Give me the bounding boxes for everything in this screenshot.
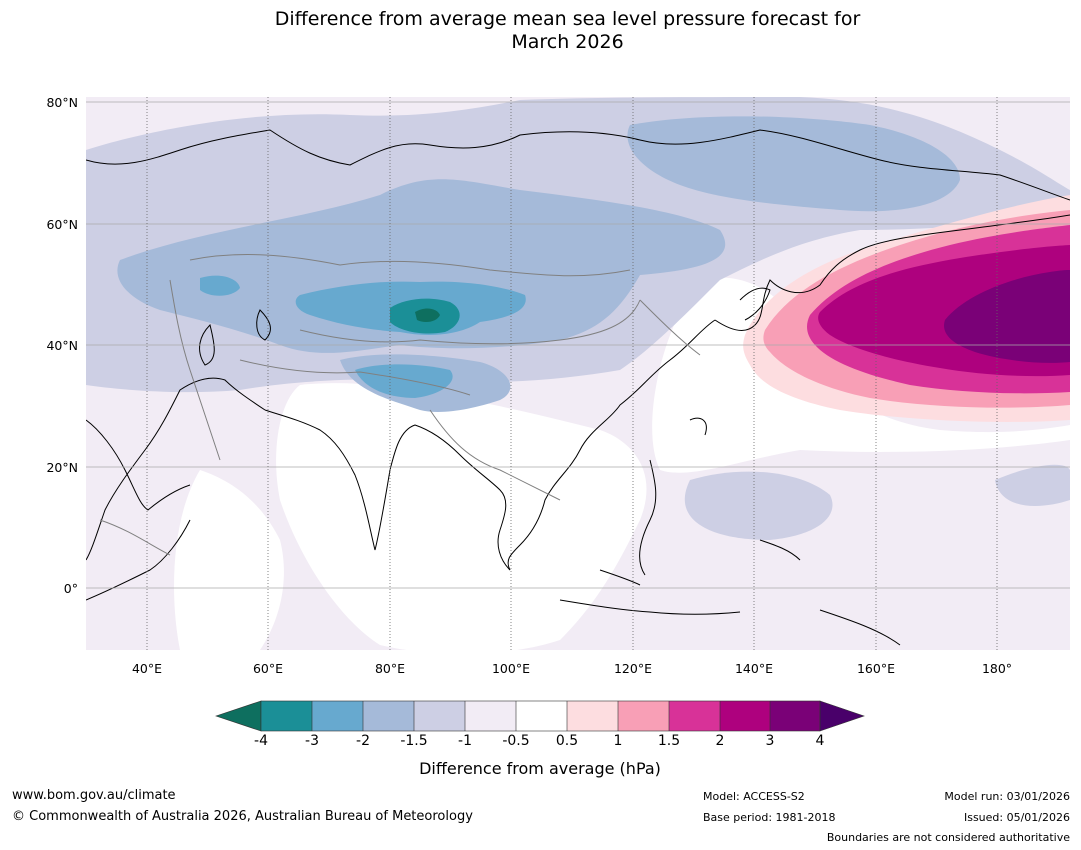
lon-label-60e: 60°E xyxy=(252,661,284,676)
map-gridlines xyxy=(86,97,1070,650)
anomaly-band-minus2-tibet xyxy=(355,364,453,398)
colorbar-segment-minus3-minus2 xyxy=(312,701,363,731)
footer-model-run: Model run: 03/01/2026 xyxy=(944,790,1070,803)
colorbar-title: Difference from average (hPa) xyxy=(419,759,661,778)
footer-url[interactable]: www.bom.gov.au/climate xyxy=(12,788,176,803)
neutral-region-arabia xyxy=(174,470,284,650)
colorbar-segment-2-3 xyxy=(720,701,770,731)
anomaly-band-minus1-5-central-asia xyxy=(117,179,726,353)
colorbar-tick-minus2: -2 xyxy=(356,733,370,749)
colorbar-segment-3-4 xyxy=(770,701,820,731)
lat-label-40n: 40°N xyxy=(46,338,78,353)
colorbar-segment-1-5-2 xyxy=(669,701,720,731)
map-title: Difference from average mean sea level p… xyxy=(0,8,1081,54)
footer-copyright: © Commonwealth of Australia 2026, Austra… xyxy=(12,809,473,824)
anomaly-band-minus2-west xyxy=(200,275,240,296)
colorbar-tick-3: 3 xyxy=(765,733,775,749)
colorbar-segment-1-1-5 xyxy=(618,701,669,731)
footer-disclaimer: Boundaries are not considered authoritat… xyxy=(826,831,1070,844)
colorbar-tick-1-5: 1.5 xyxy=(657,733,681,749)
lon-label-180: 180° xyxy=(981,661,1013,676)
lat-label-60n: 60°N xyxy=(46,217,78,232)
colorbar-tick-4: 4 xyxy=(815,733,825,749)
anomaly-band-plus3 xyxy=(944,270,1070,363)
footer-base-period: Base period: 1981-2018 xyxy=(703,811,836,824)
lon-label-120e: 120°E xyxy=(613,661,652,676)
colorbar-tick-0-5: 0.5 xyxy=(555,733,579,749)
colorbar-segment-0-5-1 xyxy=(567,701,618,731)
coastlines xyxy=(86,129,1070,646)
anomaly-band-minus1-east xyxy=(995,464,1070,506)
lat-label-20n: 20°N xyxy=(46,460,78,475)
colorbar-tick-2: 2 xyxy=(715,733,725,749)
colorbar-tick-minus0-5: -0.5 xyxy=(502,733,530,749)
country-borders xyxy=(99,254,701,556)
lon-label-100e: 100°E xyxy=(491,661,530,676)
colorbar-segment-minus1-5-minus1 xyxy=(414,701,465,731)
lon-label-80e: 80°E xyxy=(374,661,406,676)
colorbar-extend-high xyxy=(819,700,865,732)
colorbar-tick-1: 1 xyxy=(613,733,623,749)
lat-label-80n: 80°N xyxy=(46,95,78,110)
lon-label-160e: 160°E xyxy=(856,661,895,676)
colorbar-segment-minus0-5-0-5 xyxy=(516,701,567,731)
colorbar-tick-minus4: -4 xyxy=(254,733,268,749)
neutral-region-south-asia xyxy=(276,383,647,650)
colorbar-tick-minus1-5: -1.5 xyxy=(400,733,428,749)
anomaly-band-minus4 xyxy=(415,308,440,323)
colorbar-tick-minus1: -1 xyxy=(458,733,472,749)
colorbar-extend-low xyxy=(215,700,262,732)
colorbar-segment-minus4-minus3 xyxy=(261,701,312,731)
lon-label-40e: 40°E xyxy=(131,661,163,676)
footer-issued: Issued: 05/01/2026 xyxy=(963,811,1070,824)
colorbar-tick-minus3: -3 xyxy=(305,733,319,749)
anomaly-band-minus1-tropics xyxy=(684,471,833,540)
map-title-line1: Difference from average mean sea level p… xyxy=(274,8,861,30)
anomaly-band-minus1-5-arctic xyxy=(627,116,960,212)
footer-model: Model: ACCESS-S2 xyxy=(703,790,805,803)
lat-label-0: 0° xyxy=(63,581,78,596)
map-title-line2: March 2026 xyxy=(511,31,624,53)
lon-label-140e: 140°E xyxy=(734,661,773,676)
colorbar-segment-minus1-minus0-5 xyxy=(465,701,516,731)
colorbar-segment-minus2-minus1-5 xyxy=(363,701,414,731)
